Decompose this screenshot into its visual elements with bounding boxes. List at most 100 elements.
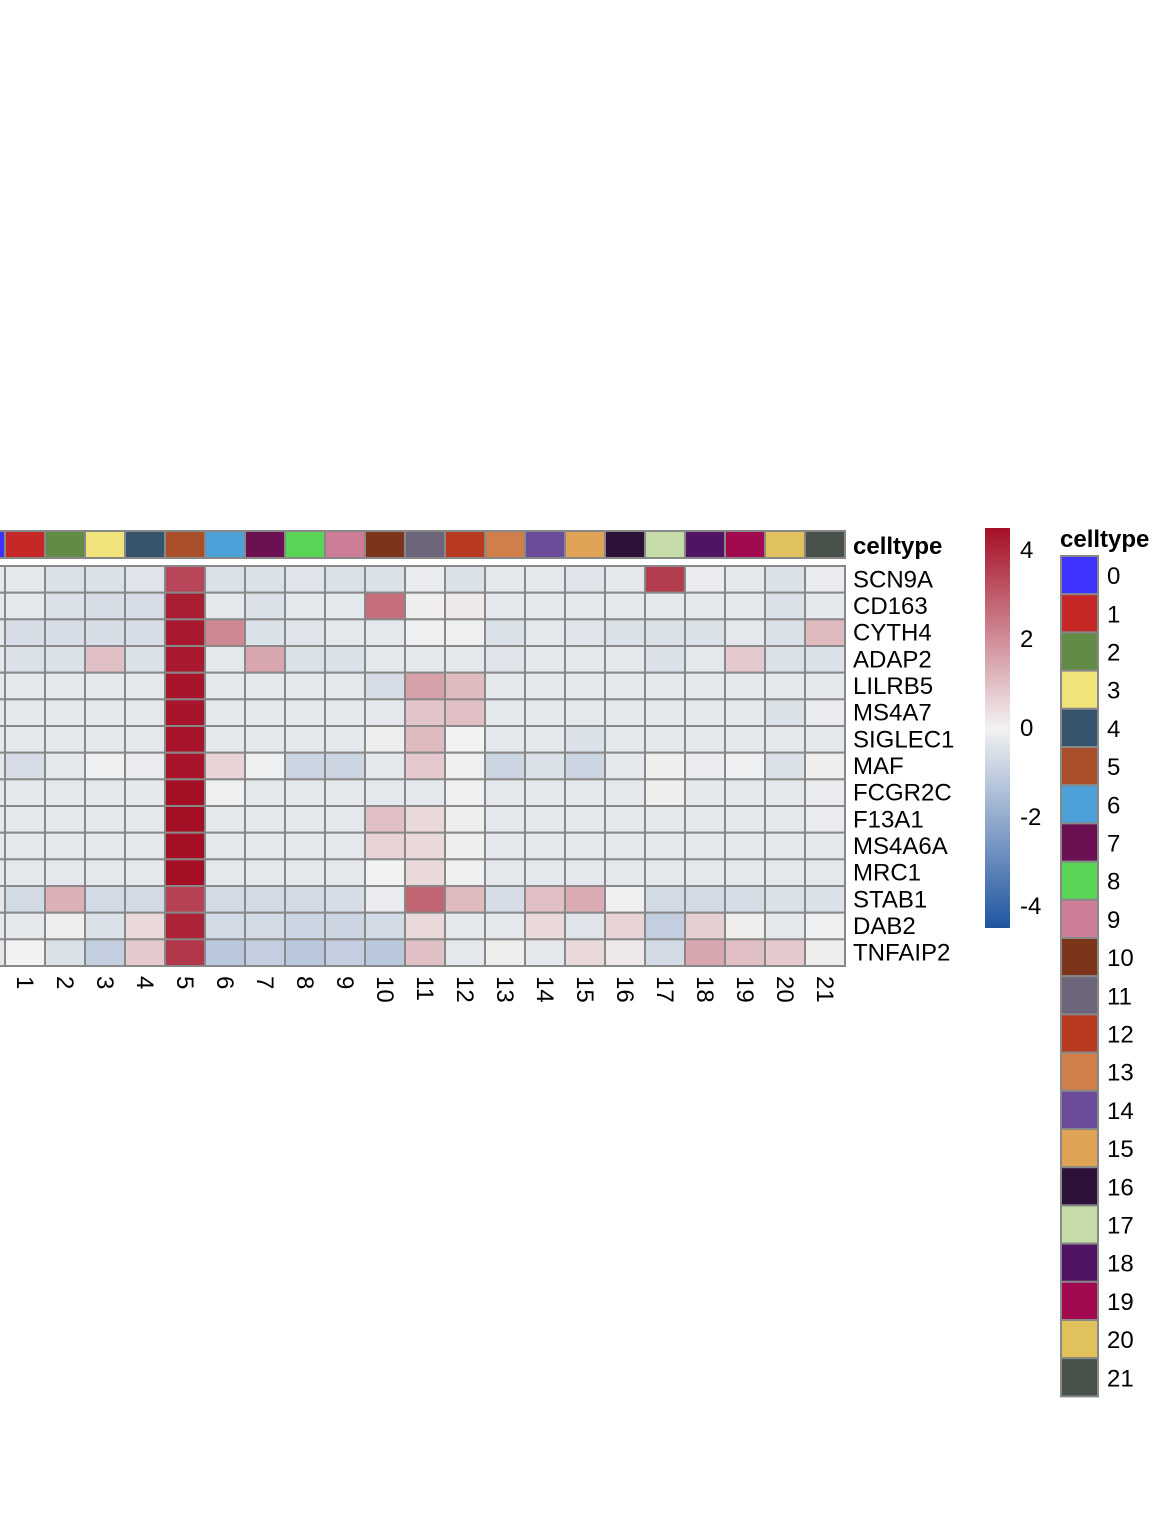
heatmap-cell (204, 565, 246, 594)
heatmap-cell (84, 698, 126, 728)
heatmap-cell (444, 938, 486, 968)
column-label: 10 (371, 976, 398, 1003)
heatmap-cell (804, 591, 846, 621)
annotation-cell-18 (684, 530, 726, 559)
annotation-cell-13 (484, 530, 526, 559)
heatmap-cell (84, 911, 126, 941)
heatmap-cell (644, 885, 686, 914)
annotation-cell-17 (644, 530, 686, 559)
heatmap-cell (604, 911, 646, 941)
heatmap-cell (84, 671, 126, 701)
heatmap-cell (244, 618, 286, 648)
heatmap-cell (44, 858, 86, 888)
heatmap-cell (684, 698, 726, 728)
heatmap-cell (124, 831, 166, 861)
heatmap-cell (4, 565, 46, 594)
heatmap-cell (524, 645, 566, 674)
legend-swatch (1060, 822, 1099, 863)
heatmap-cell (324, 885, 366, 914)
legend-label: 17 (1107, 1213, 1134, 1240)
heatmap-cell (204, 938, 246, 968)
heatmap-cell (4, 671, 46, 701)
heatmap-cell (244, 698, 286, 728)
heatmap-cell (284, 805, 326, 834)
legend-label: 1 (1107, 601, 1120, 628)
heatmap-cell (244, 805, 286, 834)
legend-swatch (1060, 746, 1099, 787)
heatmap-cell (804, 645, 846, 674)
heatmap-cell (564, 645, 606, 674)
legend-swatch (1060, 1013, 1099, 1054)
heatmap-cell (44, 591, 86, 621)
annotation-cell-12 (444, 530, 486, 559)
heatmap-cell (484, 645, 526, 674)
heatmap-cell (124, 725, 166, 754)
heatmap-cell (564, 885, 606, 914)
heatmap-cell (404, 858, 446, 888)
heatmap-cell (364, 645, 406, 674)
annotation-cell-3 (84, 530, 126, 559)
legend-swatch (1060, 1089, 1099, 1131)
heatmap-cell (524, 778, 566, 808)
heatmap-cell (684, 671, 726, 701)
heatmap-cell (364, 885, 406, 914)
heatmap-cell (444, 618, 486, 648)
heatmap-cell (364, 858, 406, 888)
row-label: MS4A7 (853, 700, 932, 727)
heatmap-cell (564, 831, 606, 861)
column-label: 15 (571, 976, 598, 1003)
heatmap-cell (724, 805, 766, 834)
heatmap-cell (684, 645, 726, 674)
heatmap-cell (404, 805, 446, 834)
heatmap-cell (284, 938, 326, 968)
heatmap-cell (604, 938, 646, 968)
heatmap-cell (84, 725, 126, 754)
heatmap-cell (484, 805, 526, 834)
heatmap-cell (724, 751, 766, 781)
heatmap-cell (84, 751, 126, 781)
heatmap-cell (804, 885, 846, 914)
heatmap-cell (444, 911, 486, 941)
column-label: 12 (451, 976, 478, 1003)
legend-label: 15 (1107, 1136, 1134, 1163)
heatmap-cell (764, 698, 806, 728)
heatmap-cell (764, 938, 806, 968)
heatmap-cell (684, 725, 726, 754)
annotation-cell-1 (4, 530, 46, 559)
heatmap-cell (404, 911, 446, 941)
column-label: 18 (691, 976, 718, 1003)
heatmap-cell (564, 618, 606, 648)
legend-swatch (1060, 631, 1099, 672)
heatmap-cell (764, 831, 806, 861)
heatmap-cell (564, 911, 606, 941)
heatmap-cell (644, 645, 686, 674)
annotation-cell-15 (564, 530, 606, 559)
heatmap-cell (604, 671, 646, 701)
heatmap-cell (124, 565, 166, 594)
heatmap-cell (644, 591, 686, 621)
heatmap-cell (404, 778, 446, 808)
color-scale-tick-label: -2 (1020, 804, 1041, 831)
heatmap-cell (764, 671, 806, 701)
heatmap-cell (644, 698, 686, 728)
heatmap-cell (604, 591, 646, 621)
heatmap-cell (164, 805, 206, 834)
heatmap-cell (364, 565, 406, 594)
heatmap-cell (444, 591, 486, 621)
heatmap-cell (444, 565, 486, 594)
column-label: 1 (11, 976, 38, 989)
heatmap-cell (684, 858, 726, 888)
heatmap-cell (404, 645, 446, 674)
heatmap-cell (44, 565, 86, 594)
heatmap-cell (444, 698, 486, 728)
column-label: 8 (291, 976, 318, 989)
heatmap-cell (524, 805, 566, 834)
heatmap-cell (524, 751, 566, 781)
heatmap-cell (364, 591, 406, 621)
heatmap-cell (364, 831, 406, 861)
heatmap-cell (324, 645, 366, 674)
legend-swatch (1060, 1357, 1099, 1398)
heatmap-cell (404, 938, 446, 968)
heatmap-cell (284, 778, 326, 808)
heatmap-cell (564, 938, 606, 968)
